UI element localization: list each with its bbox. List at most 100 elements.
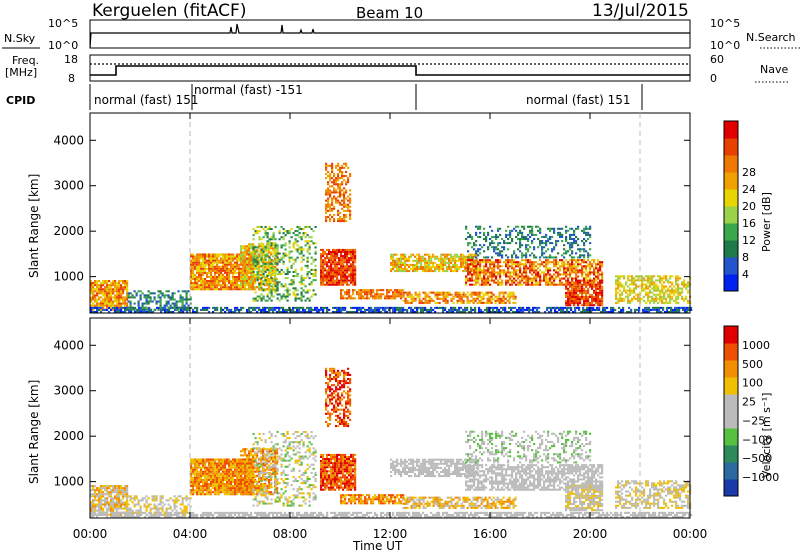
echo-cell bbox=[551, 248, 554, 251]
echo-cell bbox=[653, 285, 656, 288]
echo-cell bbox=[396, 268, 399, 271]
echo-cell bbox=[348, 295, 351, 298]
echo-cell bbox=[390, 263, 393, 266]
echo-cell bbox=[298, 281, 301, 284]
echo-cell bbox=[420, 261, 423, 264]
echo-cell bbox=[378, 297, 381, 300]
echo-cell bbox=[230, 286, 233, 289]
echo-cell bbox=[414, 293, 417, 296]
echo-cell bbox=[246, 278, 249, 281]
echo-cell bbox=[495, 275, 498, 278]
echo-cell bbox=[663, 291, 666, 294]
echo-cell bbox=[238, 255, 241, 258]
echo-cell bbox=[228, 273, 231, 276]
echo-cell bbox=[587, 279, 590, 282]
echo-cell bbox=[322, 308, 325, 311]
echo-cell bbox=[505, 229, 508, 232]
echo-cell bbox=[272, 265, 275, 268]
echo-cell bbox=[126, 282, 129, 285]
echo-cell bbox=[647, 287, 650, 290]
echo-cell bbox=[256, 273, 259, 276]
echo-cell bbox=[673, 285, 676, 288]
echo-cell bbox=[296, 244, 299, 247]
echo-cell bbox=[567, 287, 570, 290]
echo-cell bbox=[290, 256, 293, 259]
echo-cell bbox=[118, 304, 121, 307]
echo-cell bbox=[578, 308, 581, 311]
echo-cell bbox=[438, 270, 441, 273]
echo-cell bbox=[490, 295, 493, 298]
echo-cell bbox=[597, 287, 600, 290]
echo-cell bbox=[426, 263, 429, 266]
echo-cell bbox=[573, 283, 576, 286]
echo-cell bbox=[339, 191, 342, 194]
echo-cell bbox=[220, 275, 223, 278]
echo-cell bbox=[473, 279, 476, 282]
echo-cell bbox=[499, 242, 502, 245]
echo-cell bbox=[661, 297, 664, 300]
echo-cell bbox=[567, 302, 570, 305]
echo-cell bbox=[164, 310, 167, 313]
echo-cell bbox=[252, 273, 255, 276]
echo-cell bbox=[202, 263, 205, 266]
echo-cell bbox=[268, 265, 271, 268]
echo-cell bbox=[487, 281, 490, 284]
echo-cell bbox=[348, 310, 351, 313]
echo-cell bbox=[276, 306, 279, 309]
echo-cell bbox=[339, 215, 342, 218]
echo-cell bbox=[617, 287, 620, 290]
echo-cell bbox=[477, 225, 480, 228]
echo-cell bbox=[595, 287, 598, 290]
echo-cell bbox=[256, 270, 259, 273]
echo-cell bbox=[569, 285, 572, 288]
echo-cell bbox=[438, 268, 441, 271]
echo-cell bbox=[244, 278, 247, 281]
echo-cell bbox=[378, 289, 381, 292]
echo-cell bbox=[489, 244, 492, 247]
echo-cell bbox=[535, 233, 538, 236]
echo-cell bbox=[294, 258, 297, 261]
echo-cell bbox=[151, 292, 154, 295]
echo-cell bbox=[189, 302, 192, 305]
echo-cell bbox=[653, 301, 656, 304]
echo-cell bbox=[579, 289, 582, 292]
echo-cell bbox=[619, 277, 622, 280]
echo-cell bbox=[284, 254, 287, 257]
echo-cell bbox=[344, 265, 347, 268]
echo-cell bbox=[270, 277, 273, 280]
nsky-tick-bottom: 10^0 bbox=[48, 39, 78, 52]
echo-cell bbox=[460, 297, 463, 300]
echo-cell bbox=[325, 209, 328, 212]
echo-cell bbox=[591, 302, 594, 305]
echo-cell bbox=[545, 267, 548, 270]
echo-cell bbox=[619, 283, 622, 286]
echo-cell bbox=[339, 166, 342, 169]
echo-cell bbox=[354, 255, 357, 258]
echo-cell bbox=[347, 166, 350, 169]
echo-cell bbox=[454, 291, 457, 294]
echo-cell bbox=[579, 287, 582, 290]
echo-cell bbox=[294, 299, 297, 302]
echo-cell bbox=[507, 271, 510, 274]
echo-cell bbox=[374, 293, 377, 296]
echo-cell bbox=[488, 291, 491, 294]
echo-cell bbox=[343, 193, 346, 196]
echo-cell bbox=[557, 227, 560, 230]
station-title: Kerguelen (fitACF) bbox=[92, 1, 246, 21]
echo-cell bbox=[288, 232, 291, 235]
echo-cell bbox=[264, 270, 267, 273]
echo-cell bbox=[549, 261, 552, 264]
echo-cell bbox=[585, 298, 588, 301]
echo-cell bbox=[206, 306, 209, 309]
echo-cell bbox=[122, 296, 125, 299]
echo-cell bbox=[627, 289, 630, 292]
echo-cell bbox=[312, 293, 315, 296]
echo-cell bbox=[424, 261, 427, 264]
echo-cell bbox=[509, 279, 512, 282]
echo-cell bbox=[216, 257, 219, 260]
echo-cell bbox=[653, 281, 656, 284]
echo-cell bbox=[198, 278, 201, 281]
echo-cell bbox=[507, 259, 510, 262]
echo-cell bbox=[350, 259, 353, 262]
echo-cell bbox=[347, 207, 350, 210]
